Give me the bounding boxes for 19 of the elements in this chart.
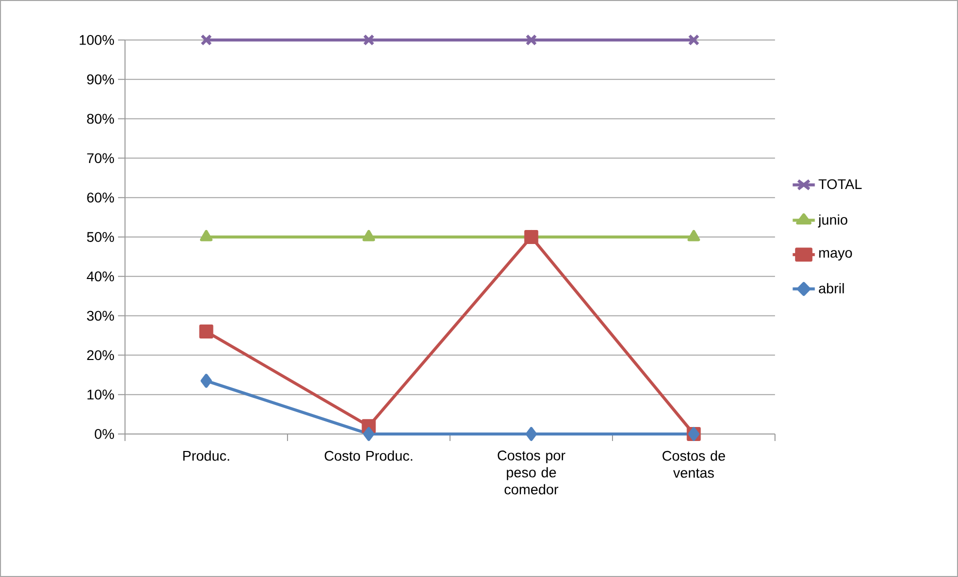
x-tick-label: Costos por peso de comedor [498, 450, 566, 494]
y-tick-label: 80% [87, 114, 114, 124]
x-tick-label: Costo Produc. [324, 450, 412, 461]
y-tick-label: 100% [80, 35, 114, 45]
y-tick-label: 90% [87, 74, 114, 84]
x-tick-label: Produc. [183, 450, 230, 461]
legend-label: abril [818, 283, 844, 294]
y-tick-label: 40% [86, 271, 114, 282]
y-tick-label: 0% [94, 429, 114, 439]
legend-label: mayo [819, 250, 852, 261]
x-tick-label: Costos de ventas [662, 450, 726, 478]
y-tick-label: 50% [87, 232, 114, 242]
y-tick-label: 70% [87, 153, 114, 164]
legend-label: junio [818, 214, 848, 228]
legend-label: TOTAL [818, 179, 862, 190]
y-tick-label: 10% [88, 390, 114, 400]
y-tick-label: 20% [87, 350, 114, 360]
y-tick-label: 60% [87, 192, 114, 203]
y-tick-label: 30% [87, 310, 114, 321]
